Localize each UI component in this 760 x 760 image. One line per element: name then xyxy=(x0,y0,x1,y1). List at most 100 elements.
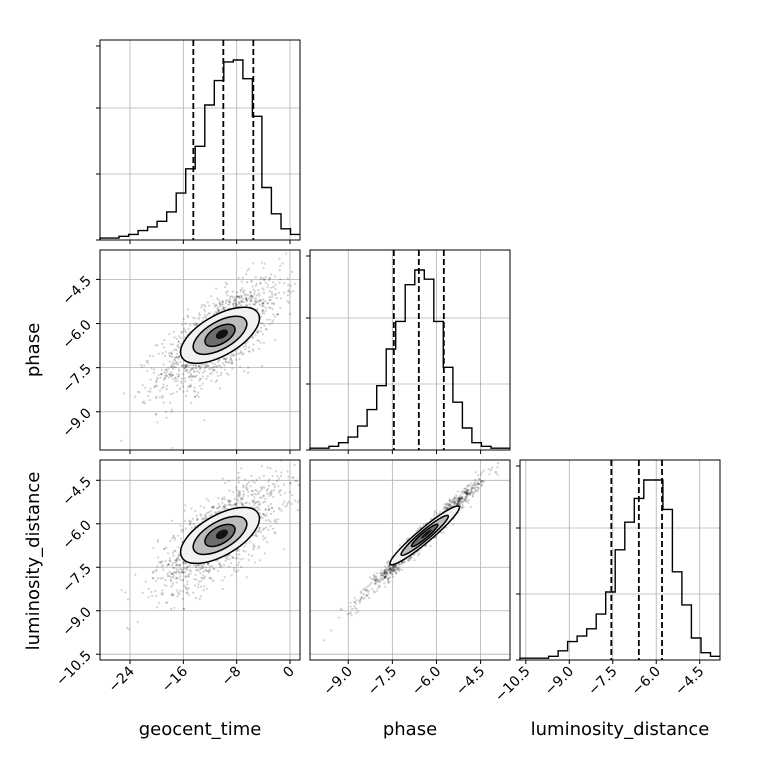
scatter-point xyxy=(251,494,254,497)
scatter-point xyxy=(193,324,197,327)
scatter-point xyxy=(467,501,470,504)
scatter-point xyxy=(189,520,192,523)
scatter-point xyxy=(195,565,198,568)
scatter-point xyxy=(241,503,244,506)
scatter-point xyxy=(185,365,188,368)
scatter-point xyxy=(235,358,238,361)
scatter-point xyxy=(213,305,216,308)
scatter-point xyxy=(195,578,198,581)
scatter-point xyxy=(166,572,169,575)
scatter-point xyxy=(160,387,164,390)
scatter-point xyxy=(233,301,236,304)
scatter-point xyxy=(198,566,201,570)
scatter-point xyxy=(392,567,395,570)
scatter-point xyxy=(207,562,210,565)
scatter-point xyxy=(433,513,436,517)
scatter-point xyxy=(199,585,203,588)
scatter-point xyxy=(228,553,231,556)
scatter-point xyxy=(182,390,185,393)
scatter-point xyxy=(179,575,182,578)
scatter-point xyxy=(204,315,207,318)
scatter-point xyxy=(383,576,387,580)
scatter-point xyxy=(237,549,241,552)
scatter-point xyxy=(224,301,228,304)
scatter-point xyxy=(384,576,387,579)
scatter-point xyxy=(140,366,143,369)
scatter-point xyxy=(183,377,186,380)
scatter-point xyxy=(377,580,380,583)
scatter-point xyxy=(252,262,255,265)
scatter-point xyxy=(175,581,178,584)
scatter-point xyxy=(448,505,451,508)
scatter-point xyxy=(182,607,185,611)
scatter-point xyxy=(375,572,378,575)
scatter-point xyxy=(168,559,171,562)
scatter-point xyxy=(395,565,398,569)
scatter-point xyxy=(134,395,137,398)
scatter-point xyxy=(201,375,204,378)
scatter-point xyxy=(184,364,187,367)
scatter-point xyxy=(272,488,275,492)
scatter-point xyxy=(171,551,174,554)
scatter-point xyxy=(210,565,213,568)
scatter-point xyxy=(253,481,256,484)
scatter-point xyxy=(164,354,167,357)
scatter-point xyxy=(261,487,264,490)
scatter-point xyxy=(228,300,231,304)
scatter-point xyxy=(260,330,263,333)
scatter-point xyxy=(241,497,244,500)
scatter-point xyxy=(182,571,185,575)
scatter-point xyxy=(185,591,188,594)
scatter-point xyxy=(191,363,194,367)
panel-bg xyxy=(310,250,510,450)
scatter-point xyxy=(213,369,216,372)
scatter-point xyxy=(448,499,452,502)
scatter-point xyxy=(254,298,257,301)
scatter-point xyxy=(241,287,244,290)
scatter-point xyxy=(274,283,277,286)
scatter-point xyxy=(247,494,250,497)
scatter-point xyxy=(460,501,463,505)
scatter-point xyxy=(239,350,242,353)
scatter-point xyxy=(322,639,325,642)
scatter-point xyxy=(242,291,245,295)
scatter-point xyxy=(290,502,293,505)
scatter-point xyxy=(253,545,256,548)
scatter-point xyxy=(178,355,181,358)
scatter-point xyxy=(477,487,480,490)
scatter-point xyxy=(171,366,174,369)
scatter-point xyxy=(210,295,213,298)
scatter-point xyxy=(177,591,180,594)
scatter-point xyxy=(451,500,455,503)
scatter-point xyxy=(262,528,265,531)
scatter-point xyxy=(223,368,227,371)
scatter-point xyxy=(275,313,279,316)
scatter-point xyxy=(168,360,171,363)
scatter-point xyxy=(466,488,469,492)
scatter-point xyxy=(169,365,172,368)
scatter-point xyxy=(186,583,189,586)
scatter-point xyxy=(186,592,189,595)
scatter-point xyxy=(281,503,284,506)
scatter-point xyxy=(462,506,465,509)
scatter-point xyxy=(165,601,169,604)
scatter-point xyxy=(264,514,267,518)
scatter-point xyxy=(387,564,390,567)
scatter-point xyxy=(429,545,432,548)
scatter-point xyxy=(385,575,388,578)
scatter-point xyxy=(255,506,258,509)
scatter-point xyxy=(469,505,472,508)
scatter-point xyxy=(447,505,450,508)
scatter-point xyxy=(478,482,481,486)
scatter-point xyxy=(205,497,208,500)
scatter-point xyxy=(406,559,410,562)
scatter-point xyxy=(474,480,477,483)
scatter-point xyxy=(457,500,460,503)
scatter-point xyxy=(174,380,177,383)
scatter-point xyxy=(467,483,470,486)
scatter-point xyxy=(164,368,167,372)
scatter-point xyxy=(172,561,175,565)
x-tick-label: −7.5 xyxy=(585,664,620,699)
scatter-point xyxy=(236,564,239,567)
scatter-point xyxy=(218,505,221,508)
